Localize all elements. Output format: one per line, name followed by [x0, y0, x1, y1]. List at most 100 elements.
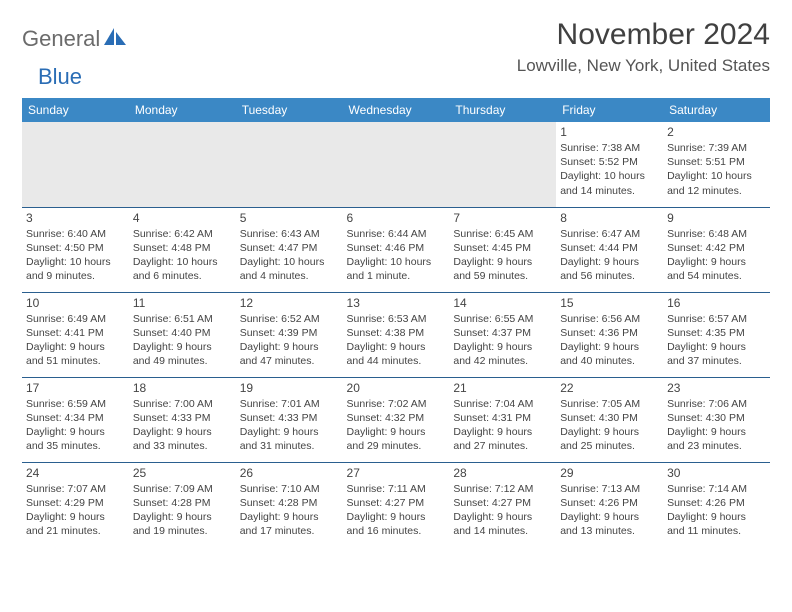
empty-cell	[343, 122, 450, 207]
day-cell: 22 Sunrise: 7:05 AMSunset: 4:30 PMDayligh…	[556, 377, 663, 462]
day-number: 12	[240, 296, 339, 310]
day-info: Sunrise: 7:07 AMSunset: 4:29 PMDaylight:…	[26, 482, 125, 539]
day-cell: 17Sunrise: 6:59 AMSunset: 4:34 PMDayligh…	[22, 377, 129, 462]
day-info: Sunrise: 7:38 AMSunset: 5:52 PMDaylight:…	[560, 141, 659, 198]
day-info: Sunrise: 7:10 AMSunset: 4:28 PMDaylight:…	[240, 482, 339, 539]
day-cell: 26 Sunrise: 7:10 AMSunset: 4:28 PMDayligh…	[236, 462, 343, 547]
day-cell: 24 Sunrise: 7:07 AMSunset: 4:29 PMDayligh…	[22, 462, 129, 547]
day-cell: 7 Sunrise: 6:45 AMSunset: 4:45 PMDaylight…	[449, 207, 556, 292]
day-cell: 20 Sunrise: 7:02 AMSunset: 4:32 PMDayligh…	[343, 377, 450, 462]
day-info: Sunrise: 6:53 AMSunset: 4:38 PMDaylight:…	[347, 312, 446, 369]
day-info: Sunrise: 7:02 AMSunset: 4:32 PMDaylight:…	[347, 397, 446, 454]
day-number: 1	[560, 125, 659, 139]
day-number: 30	[667, 466, 766, 480]
day-info: Sunrise: 7:12 AMSunset: 4:27 PMDaylight:…	[453, 482, 552, 539]
day-info: Sunrise: 7:06 AMSunset: 4:30 PMDaylight:…	[667, 397, 766, 454]
empty-cell	[236, 122, 343, 207]
day-info: Sunrise: 6:57 AMSunset: 4:35 PMDaylight:…	[667, 312, 766, 369]
day-info: Sunrise: 6:56 AMSunset: 4:36 PMDaylight:…	[560, 312, 659, 369]
day-number: 21	[453, 381, 552, 395]
day-cell: 21Sunrise: 7:04 AMSunset: 4:31 PMDayligh…	[449, 377, 556, 462]
day-number: 7	[453, 211, 552, 225]
sail-icon	[104, 27, 126, 52]
month-title: November 2024	[517, 18, 770, 52]
day-cell: 29 Sunrise: 7:13 AMSunset: 4:26 PMDayligh…	[556, 462, 663, 547]
dow-monday: Monday	[129, 98, 236, 122]
week-row: 3Sunrise: 6:40 AMSunset: 4:50 PMDaylight…	[22, 207, 770, 292]
day-cell: 13 Sunrise: 6:53 AMSunset: 4:38 PMDayligh…	[343, 292, 450, 377]
day-info: Sunrise: 6:48 AMSunset: 4:42 PMDaylight:…	[667, 227, 766, 284]
day-cell: 15 Sunrise: 6:56 AMSunset: 4:36 PMDayligh…	[556, 292, 663, 377]
calendar-table: SundayMondayTuesdayWednesdayThursdayFrid…	[22, 98, 770, 547]
day-number: 24	[26, 466, 125, 480]
day-number: 19	[240, 381, 339, 395]
day-info: Sunrise: 7:05 AMSunset: 4:30 PMDaylight:…	[560, 397, 659, 454]
day-number: 11	[133, 296, 232, 310]
day-number: 26	[240, 466, 339, 480]
brand-part2: Blue	[38, 64, 82, 90]
day-cell: 2Sunrise: 7:39 AMSunset: 5:51 PMDaylight…	[663, 122, 770, 207]
day-info: Sunrise: 6:44 AMSunset: 4:46 PMDaylight:…	[347, 227, 446, 284]
day-number: 6	[347, 211, 446, 225]
week-row: 10 Sunrise: 6:49 AMSunset: 4:41 PMDayligh…	[22, 292, 770, 377]
dow-saturday: Saturday	[663, 98, 770, 122]
day-cell: 9Sunrise: 6:48 AMSunset: 4:42 PMDaylight…	[663, 207, 770, 292]
day-info: Sunrise: 7:13 AMSunset: 4:26 PMDaylight:…	[560, 482, 659, 539]
day-number: 5	[240, 211, 339, 225]
dow-friday: Friday	[556, 98, 663, 122]
day-number: 16	[667, 296, 766, 310]
day-cell: 3Sunrise: 6:40 AMSunset: 4:50 PMDaylight…	[22, 207, 129, 292]
day-info: Sunrise: 6:52 AMSunset: 4:39 PMDaylight:…	[240, 312, 339, 369]
day-cell: 1 Sunrise: 7:38 AMSunset: 5:52 PMDaylight…	[556, 122, 663, 207]
day-number: 8	[560, 211, 659, 225]
day-cell: 14 Sunrise: 6:55 AMSunset: 4:37 PMDayligh…	[449, 292, 556, 377]
day-number: 17	[26, 381, 125, 395]
day-info: Sunrise: 6:40 AMSunset: 4:50 PMDaylight:…	[26, 227, 125, 284]
location: Lowville, New York, United States	[517, 56, 770, 76]
empty-cell	[129, 122, 236, 207]
day-number: 14	[453, 296, 552, 310]
day-cell: 4 Sunrise: 6:42 AMSunset: 4:48 PMDaylight…	[129, 207, 236, 292]
day-cell: 30 Sunrise: 7:14 AMSunset: 4:26 PMDayligh…	[663, 462, 770, 547]
day-info: Sunrise: 6:47 AMSunset: 4:44 PMDaylight:…	[560, 227, 659, 284]
day-cell: 10 Sunrise: 6:49 AMSunset: 4:41 PMDayligh…	[22, 292, 129, 377]
day-cell: 12 Sunrise: 6:52 AMSunset: 4:39 PMDayligh…	[236, 292, 343, 377]
day-cell: 18 Sunrise: 7:00 AMSunset: 4:33 PMDayligh…	[129, 377, 236, 462]
day-info: Sunrise: 7:09 AMSunset: 4:28 PMDaylight:…	[133, 482, 232, 539]
empty-cell	[449, 122, 556, 207]
day-cell: 28Sunrise: 7:12 AMSunset: 4:27 PMDayligh…	[449, 462, 556, 547]
day-number: 13	[347, 296, 446, 310]
week-row: 24 Sunrise: 7:07 AMSunset: 4:29 PMDayligh…	[22, 462, 770, 547]
day-number: 15	[560, 296, 659, 310]
day-cell: 5 Sunrise: 6:43 AMSunset: 4:47 PMDaylight…	[236, 207, 343, 292]
dow-thursday: Thursday	[449, 98, 556, 122]
day-cell: 25 Sunrise: 7:09 AMSunset: 4:28 PMDayligh…	[129, 462, 236, 547]
week-row: 1 Sunrise: 7:38 AMSunset: 5:52 PMDaylight…	[22, 122, 770, 207]
day-info: Sunrise: 7:14 AMSunset: 4:26 PMDaylight:…	[667, 482, 766, 539]
day-info: Sunrise: 6:51 AMSunset: 4:40 PMDaylight:…	[133, 312, 232, 369]
day-info: Sunrise: 6:55 AMSunset: 4:37 PMDaylight:…	[453, 312, 552, 369]
day-number: 22	[560, 381, 659, 395]
brand-logo: General	[22, 26, 128, 52]
day-number: 2	[667, 125, 766, 139]
day-number: 18	[133, 381, 232, 395]
title-block: November 2024 Lowville, New York, United…	[517, 18, 770, 76]
day-info: Sunrise: 7:11 AMSunset: 4:27 PMDaylight:…	[347, 482, 446, 539]
day-number: 4	[133, 211, 232, 225]
day-cell: 27 Sunrise: 7:11 AMSunset: 4:27 PMDayligh…	[343, 462, 450, 547]
day-info: Sunrise: 6:42 AMSunset: 4:48 PMDaylight:…	[133, 227, 232, 284]
day-number: 10	[26, 296, 125, 310]
day-cell: 6 Sunrise: 6:44 AMSunset: 4:46 PMDaylight…	[343, 207, 450, 292]
day-number: 29	[560, 466, 659, 480]
day-info: Sunrise: 6:49 AMSunset: 4:41 PMDaylight:…	[26, 312, 125, 369]
day-info: Sunrise: 6:43 AMSunset: 4:47 PMDaylight:…	[240, 227, 339, 284]
day-number: 27	[347, 466, 446, 480]
day-number: 23	[667, 381, 766, 395]
day-info: Sunrise: 6:45 AMSunset: 4:45 PMDaylight:…	[453, 227, 552, 284]
day-info: Sunrise: 7:01 AMSunset: 4:33 PMDaylight:…	[240, 397, 339, 454]
day-number: 20	[347, 381, 446, 395]
day-of-week-row: SundayMondayTuesdayWednesdayThursdayFrid…	[22, 98, 770, 122]
day-number: 25	[133, 466, 232, 480]
day-info: Sunrise: 7:00 AMSunset: 4:33 PMDaylight:…	[133, 397, 232, 454]
dow-tuesday: Tuesday	[236, 98, 343, 122]
